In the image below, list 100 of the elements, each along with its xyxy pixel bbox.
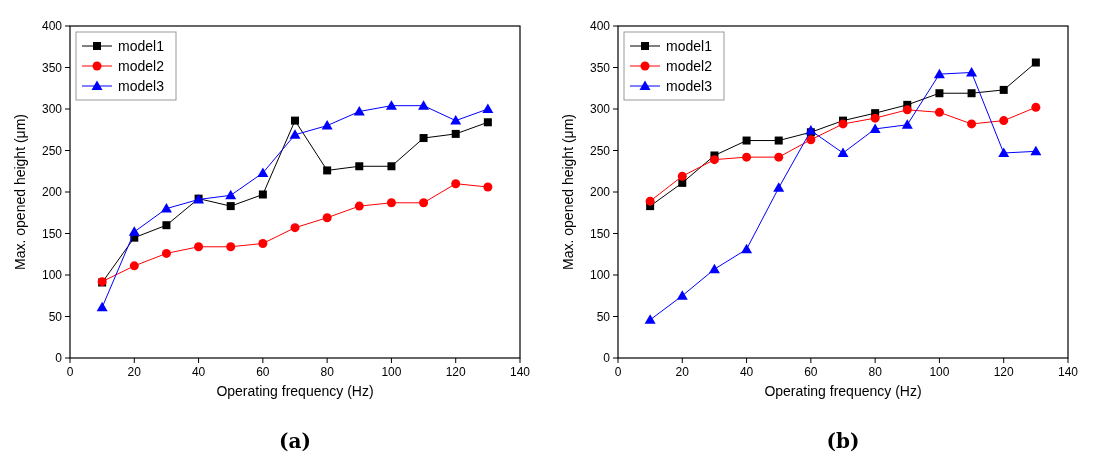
legend-label: model1 bbox=[666, 38, 713, 54]
point bbox=[387, 162, 396, 171]
point bbox=[321, 120, 333, 130]
point bbox=[289, 129, 301, 139]
point bbox=[385, 100, 397, 110]
point bbox=[774, 136, 783, 145]
point bbox=[645, 196, 655, 206]
y-tick-label: 200 bbox=[41, 185, 63, 199]
point bbox=[226, 242, 236, 252]
point bbox=[644, 314, 656, 324]
point bbox=[741, 243, 753, 254]
y-tick-label: 350 bbox=[589, 60, 611, 75]
point bbox=[934, 107, 944, 117]
y-tick-label: 150 bbox=[41, 226, 63, 241]
x-tick-label: 40 bbox=[739, 365, 754, 379]
text: (b) bbox=[826, 429, 860, 453]
point bbox=[708, 263, 720, 274]
y-tick-label: 0 bbox=[603, 351, 611, 365]
x-axis-title: Operating frequency (Hz) bbox=[216, 383, 374, 399]
y-axis-title: Max. opened height (μm) bbox=[560, 114, 576, 270]
point bbox=[96, 301, 108, 312]
legend-label: model3 bbox=[666, 78, 713, 94]
point bbox=[998, 147, 1010, 157]
point bbox=[386, 198, 396, 208]
point bbox=[225, 189, 237, 200]
point bbox=[418, 100, 430, 110]
point bbox=[353, 105, 365, 116]
x-tick-label: 140 bbox=[1057, 365, 1079, 379]
legend-label: model2 bbox=[118, 58, 165, 74]
point bbox=[482, 103, 494, 113]
y-tick-label: 400 bbox=[589, 19, 611, 33]
point bbox=[838, 119, 848, 129]
point bbox=[226, 202, 235, 211]
x-tick-label: 120 bbox=[993, 365, 1015, 379]
x-tick-label: 120 bbox=[445, 365, 467, 379]
point bbox=[935, 89, 944, 98]
point bbox=[322, 213, 332, 223]
x-tick-label: 100 bbox=[929, 365, 950, 379]
point bbox=[709, 155, 719, 165]
y-tick-label: 150 bbox=[589, 226, 611, 241]
y-tick-label: 250 bbox=[589, 143, 611, 158]
x-tick-label: 100 bbox=[381, 365, 402, 379]
y-tick-label: 50 bbox=[596, 309, 611, 324]
x-tick-label: 0 bbox=[614, 365, 622, 379]
point bbox=[257, 167, 269, 177]
point bbox=[419, 198, 429, 208]
x-tick-label: 60 bbox=[804, 365, 818, 379]
y-tick-label: 300 bbox=[589, 102, 611, 116]
point bbox=[999, 116, 1009, 126]
legend-label: model2 bbox=[666, 58, 713, 74]
x-tick-label: 80 bbox=[868, 365, 883, 379]
point bbox=[162, 221, 171, 230]
y-axis-title: Max. opened height (μm) bbox=[12, 114, 28, 270]
point bbox=[194, 242, 204, 252]
point bbox=[1030, 145, 1042, 156]
point bbox=[483, 118, 492, 127]
point bbox=[676, 290, 688, 300]
legend-label: model1 bbox=[118, 38, 165, 54]
point bbox=[870, 113, 880, 123]
point bbox=[1031, 102, 1041, 112]
x-tick-label: 20 bbox=[675, 365, 690, 379]
point bbox=[742, 136, 751, 145]
point bbox=[806, 135, 816, 145]
point bbox=[161, 248, 171, 258]
y-tick-label: 400 bbox=[41, 19, 63, 33]
x-tick-label: 40 bbox=[191, 365, 206, 379]
point bbox=[837, 147, 849, 157]
point bbox=[290, 223, 300, 233]
point bbox=[160, 203, 172, 213]
point bbox=[773, 182, 785, 192]
point bbox=[451, 129, 460, 138]
point bbox=[419, 134, 428, 143]
point bbox=[933, 68, 945, 79]
point bbox=[129, 261, 139, 271]
point bbox=[742, 152, 752, 162]
y-tick-label: 50 bbox=[48, 309, 63, 324]
point bbox=[323, 166, 332, 175]
point bbox=[128, 226, 140, 236]
y-tick-label: 250 bbox=[41, 143, 63, 158]
x-tick-label: 140 bbox=[509, 365, 531, 379]
point bbox=[869, 123, 881, 133]
point bbox=[901, 119, 913, 129]
point bbox=[258, 238, 268, 248]
y-tick-label: 100 bbox=[589, 268, 611, 282]
y-tick-label: 300 bbox=[41, 102, 63, 116]
point bbox=[774, 152, 784, 162]
point bbox=[451, 179, 461, 189]
y-tick-label: 200 bbox=[589, 185, 611, 199]
point bbox=[1031, 58, 1040, 67]
point bbox=[355, 162, 364, 171]
point bbox=[291, 116, 299, 125]
y-tick-label: 0 bbox=[55, 351, 63, 365]
point bbox=[354, 201, 364, 211]
point bbox=[258, 190, 267, 199]
x-tick-label: 0 bbox=[66, 365, 74, 379]
point bbox=[450, 115, 462, 125]
text: (a) bbox=[279, 429, 311, 453]
point bbox=[967, 89, 976, 98]
y-tick-label: 350 bbox=[41, 60, 63, 75]
x-axis-title: Operating frequency (Hz) bbox=[764, 383, 922, 399]
